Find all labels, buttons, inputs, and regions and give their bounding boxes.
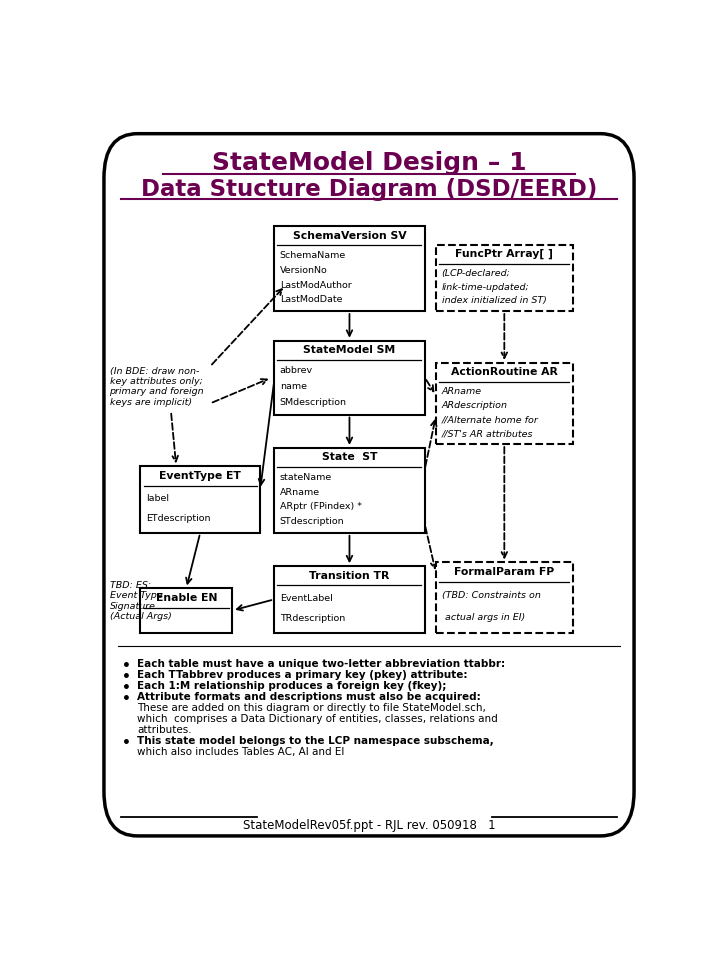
Text: •: • (122, 735, 131, 750)
FancyBboxPatch shape (274, 227, 425, 311)
Text: (In BDE: draw non-
key attributes only;
primary and foreign
keys are implicit): (In BDE: draw non- key attributes only; … (109, 367, 204, 407)
Text: attributes.: attributes. (138, 725, 192, 735)
FancyBboxPatch shape (436, 245, 572, 311)
FancyBboxPatch shape (104, 133, 634, 836)
Text: StateModelRev05f.ppt - RJL rev. 050918   1: StateModelRev05f.ppt - RJL rev. 050918 1 (243, 819, 495, 832)
Text: •: • (122, 692, 131, 706)
Text: (LCP-declared;: (LCP-declared; (441, 269, 510, 278)
Text: which  comprises a Data Dictionary of entities, classes, relations and: which comprises a Data Dictionary of ent… (138, 714, 498, 724)
Text: LastModDate: LastModDate (280, 296, 342, 304)
Text: ActionRoutine AR: ActionRoutine AR (451, 368, 558, 377)
Text: Each 1:M relationship produces a foreign key (fkey);: Each 1:M relationship produces a foreign… (138, 682, 447, 691)
Text: label: label (145, 494, 168, 503)
Text: name: name (280, 382, 307, 392)
Text: abbrev: abbrev (280, 367, 313, 375)
Text: STdescription: STdescription (280, 517, 344, 526)
Text: EventType ET: EventType ET (159, 470, 241, 481)
Text: Transition TR: Transition TR (310, 570, 390, 581)
Text: stateName: stateName (280, 473, 332, 482)
FancyBboxPatch shape (274, 341, 425, 415)
Text: TRdescription: TRdescription (280, 614, 345, 623)
Text: (TBD: Constraints on: (TBD: Constraints on (441, 591, 541, 600)
Text: actual args in EI): actual args in EI) (441, 613, 525, 622)
Text: LastModAuthor: LastModAuthor (280, 280, 351, 290)
Text: FuncPtr Array[ ]: FuncPtr Array[ ] (455, 249, 553, 259)
FancyBboxPatch shape (274, 566, 425, 633)
FancyBboxPatch shape (140, 467, 260, 533)
FancyBboxPatch shape (436, 563, 572, 633)
Text: This state model belongs to the LCP namespace subschema,: This state model belongs to the LCP name… (138, 735, 494, 746)
Text: These are added on this diagram or directly to file StateModel.sch,: These are added on this diagram or direc… (138, 703, 486, 713)
Text: Each table must have a unique two-letter abbreviation ttabbr:: Each table must have a unique two-letter… (138, 660, 505, 669)
Text: •: • (122, 670, 131, 684)
Text: StateModel SM: StateModel SM (303, 345, 395, 355)
Text: //Alternate home for: //Alternate home for (441, 415, 539, 424)
Text: ARdescription: ARdescription (441, 401, 508, 410)
Text: //ST's AR attributes: //ST's AR attributes (441, 429, 533, 438)
Text: VersionNo: VersionNo (280, 266, 328, 275)
Text: ETdescription: ETdescription (145, 515, 210, 523)
Text: EventLabel: EventLabel (280, 594, 333, 603)
Text: Enable EN: Enable EN (156, 592, 217, 603)
Text: Attribute formats and descriptions must also be acquired:: Attribute formats and descriptions must … (138, 692, 481, 702)
Text: ARname: ARname (441, 388, 482, 396)
Text: SchemaName: SchemaName (280, 252, 346, 260)
FancyBboxPatch shape (436, 363, 572, 444)
Text: SMdescription: SMdescription (280, 398, 347, 407)
Text: ARptr (FPindex) *: ARptr (FPindex) * (280, 502, 361, 512)
Text: •: • (122, 682, 131, 695)
Text: Each TTabbrev produces a primary key (pkey) attribute:: Each TTabbrev produces a primary key (pk… (138, 670, 468, 681)
Text: TBD: ES:
Event Type
Signature
(Actual Args): TBD: ES: Event Type Signature (Actual Ar… (109, 581, 171, 621)
Text: State  ST: State ST (322, 452, 377, 463)
Text: which also includes Tables AC, AI and EI: which also includes Tables AC, AI and EI (138, 747, 345, 756)
Text: •: • (122, 660, 131, 673)
Text: ARname: ARname (280, 488, 320, 496)
Text: link-time-updated;: link-time-updated; (441, 282, 529, 292)
FancyBboxPatch shape (140, 588, 233, 633)
Text: FormalParam FP: FormalParam FP (454, 566, 554, 577)
Text: index initialized in ST): index initialized in ST) (441, 296, 546, 305)
Text: SchemaVersion SV: SchemaVersion SV (292, 230, 406, 241)
Text: Data Stucture Diagram (DSD/EERD): Data Stucture Diagram (DSD/EERD) (141, 178, 597, 201)
FancyBboxPatch shape (274, 447, 425, 533)
Text: StateModel Design – 1: StateModel Design – 1 (212, 152, 526, 176)
